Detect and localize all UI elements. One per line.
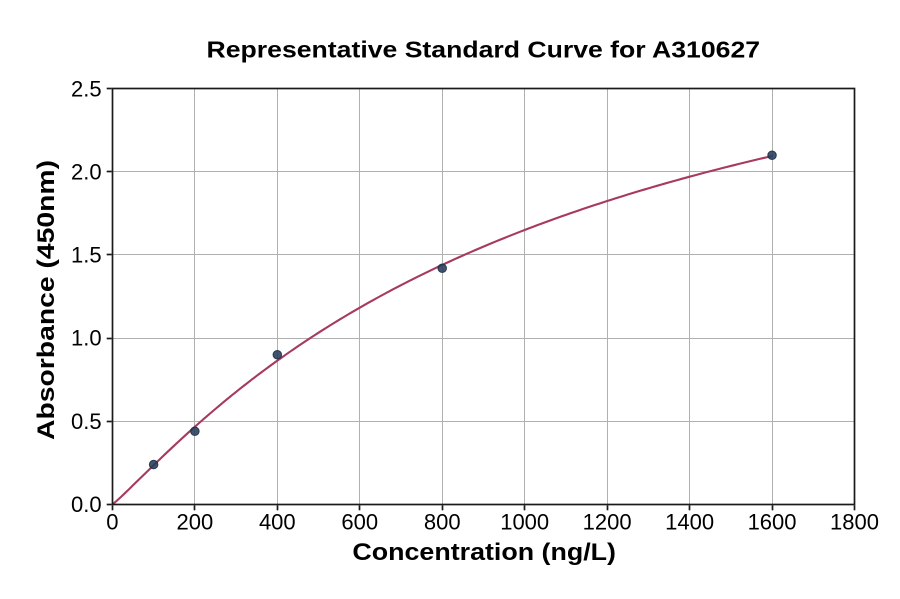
svg-text:Concentration (ng/L): Concentration (ng/L) bbox=[352, 539, 616, 566]
svg-text:1.0: 1.0 bbox=[71, 326, 102, 351]
svg-text:1800: 1800 bbox=[830, 509, 879, 534]
svg-text:200: 200 bbox=[177, 509, 214, 534]
svg-text:0: 0 bbox=[106, 509, 118, 534]
svg-text:0.5: 0.5 bbox=[71, 409, 102, 434]
svg-text:1600: 1600 bbox=[748, 509, 797, 534]
svg-text:1400: 1400 bbox=[665, 509, 714, 534]
svg-text:0.0: 0.0 bbox=[71, 492, 102, 517]
svg-text:800: 800 bbox=[424, 509, 461, 534]
svg-text:1000: 1000 bbox=[500, 509, 549, 534]
svg-text:600: 600 bbox=[341, 509, 378, 534]
svg-text:Representative Standard Curve: Representative Standard Curve for A31062… bbox=[207, 37, 761, 63]
svg-text:1200: 1200 bbox=[583, 509, 632, 534]
svg-text:1.5: 1.5 bbox=[71, 243, 102, 268]
svg-text:Absorbance (450nm): Absorbance (450nm) bbox=[33, 160, 60, 440]
svg-text:400: 400 bbox=[259, 509, 296, 534]
svg-text:2.0: 2.0 bbox=[71, 159, 102, 184]
svg-text:2.5: 2.5 bbox=[71, 76, 102, 101]
